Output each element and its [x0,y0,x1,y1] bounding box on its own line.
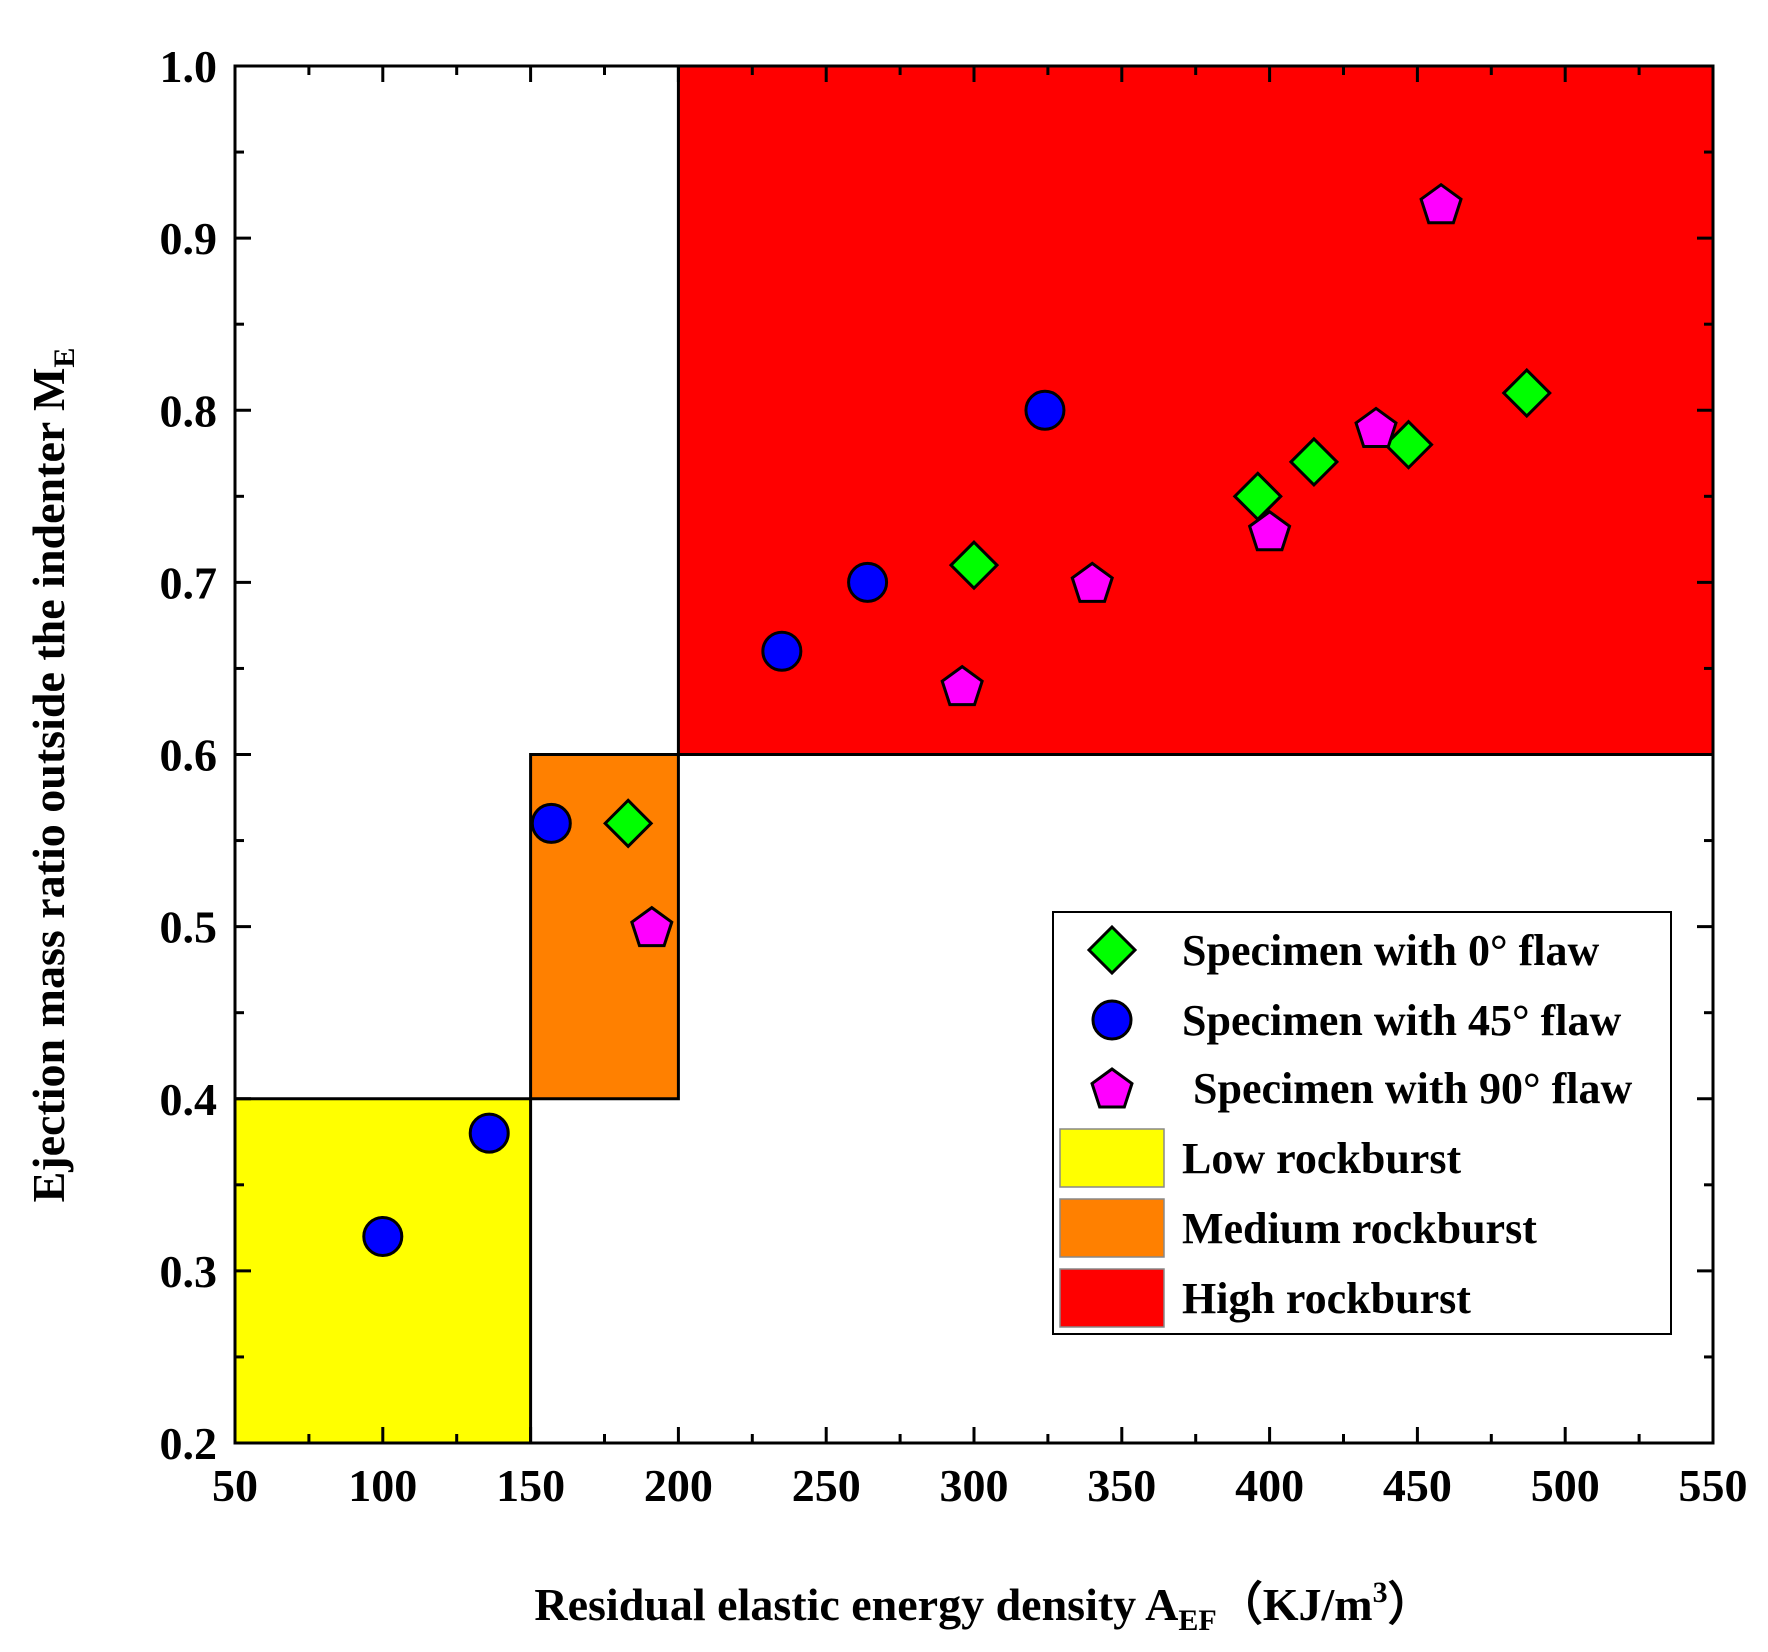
x-tick-label: 500 [1531,1460,1600,1511]
point-pentagon [1247,509,1292,552]
point-circle [362,1215,404,1257]
region-border-medium-rockburst [529,753,680,1101]
point-diamond [603,798,654,849]
point-pentagon [1354,406,1398,448]
point-pentagon [1070,561,1114,603]
legend-swatch-medium-rockburst [1059,1198,1165,1258]
x-axis-title-sub: EF [1178,1604,1216,1637]
legend-label: Medium rockburst [1182,1204,1537,1253]
x-tick-label: 200 [644,1460,713,1511]
point-circle [1024,389,1066,431]
x-tick-label: 150 [496,1460,565,1511]
legend-swatch-high-rockburst [1059,1268,1165,1328]
y-axis-title-main: Ejection mass ratio outside the indenter… [23,368,74,1203]
y-tick-label: 0.4 [160,1074,218,1125]
y-tick-label: 0.5 [160,902,218,953]
y-axis-title: Ejection mass ratio outside the indenter… [23,348,81,1203]
legend-marker-diamond [1086,924,1138,976]
y-tick-label: 0.8 [160,385,218,436]
x-axis-title-unit-sup: 3 [1373,1576,1388,1609]
data-points [362,182,1552,1257]
legend-label: Specimen with 0° flaw [1182,926,1599,975]
point-circle [761,630,803,672]
point-diamond [1501,367,1552,419]
region-high-rockburst [678,66,1713,755]
x-tick-label: 50 [212,1460,258,1511]
point-circle [847,561,889,603]
y-tick-label: 0.3 [160,1246,218,1297]
y-tick-label: 0.7 [160,557,218,608]
x-tick-label: 300 [940,1460,1009,1511]
x-axis-title-unit: （KJ/m [1217,1579,1373,1630]
legend-marker-circle [1091,999,1133,1041]
point-diamond [1383,419,1434,470]
y-tick-label: 0.2 [160,1418,218,1469]
x-axis-title: Residual elastic energy density AEF（KJ/m… [534,1576,1433,1637]
x-tick-label: 250 [792,1460,861,1511]
point-diamond [948,540,1000,591]
legend-label: Low rockburst [1182,1134,1461,1183]
legend-marker-pentagon [1090,1067,1134,1109]
x-axis-title-main: Residual elastic energy density A [534,1579,1178,1630]
legend-label: Specimen with 45° flaw [1182,996,1621,1045]
x-axis-title-unit-end: ） [1388,1579,1434,1630]
x-tick-label: 350 [1087,1460,1156,1511]
rockburst-regions [235,66,1713,1443]
legend-swatch-low-rockburst [1059,1128,1165,1188]
x-tick-label: 100 [348,1460,417,1511]
point-circle [468,1112,510,1154]
x-tick-labels: 50 100 150 200 250 300 350 400 450 500 550 [212,1460,1748,1511]
legend: Specimen with 0° flaw Specimen with 45° f… [1052,911,1672,1335]
y-tick-label: 0.6 [160,730,218,781]
x-tick-label: 550 [1679,1460,1748,1511]
legend-label: Specimen with 90° flaw [1182,1064,1632,1113]
legend-box [1052,911,1672,1335]
point-pentagon [940,664,984,707]
region-border-high-rockburst [676,64,1715,756]
x-tick-label: 400 [1235,1460,1304,1511]
y-tick-label: 0.9 [160,213,218,264]
x-tick-label: 450 [1383,1460,1452,1511]
point-pentagon [630,905,674,948]
region-border-low-rockburst [233,1097,533,1445]
y-tick-labels: 0.2 0.3 0.4 0.5 0.6 0.7 0.8 0.9 1.0 [160,41,218,1469]
point-circle [530,802,572,844]
region-borders [233,64,1715,1445]
y-tick-label: 1.0 [160,41,218,92]
point-diamond [1288,436,1340,488]
point-pentagon [1419,182,1463,225]
y-axis-title-sub: E [48,348,81,368]
region-low-rockburst [235,1098,531,1443]
legend-label: High rockburst [1182,1274,1471,1323]
